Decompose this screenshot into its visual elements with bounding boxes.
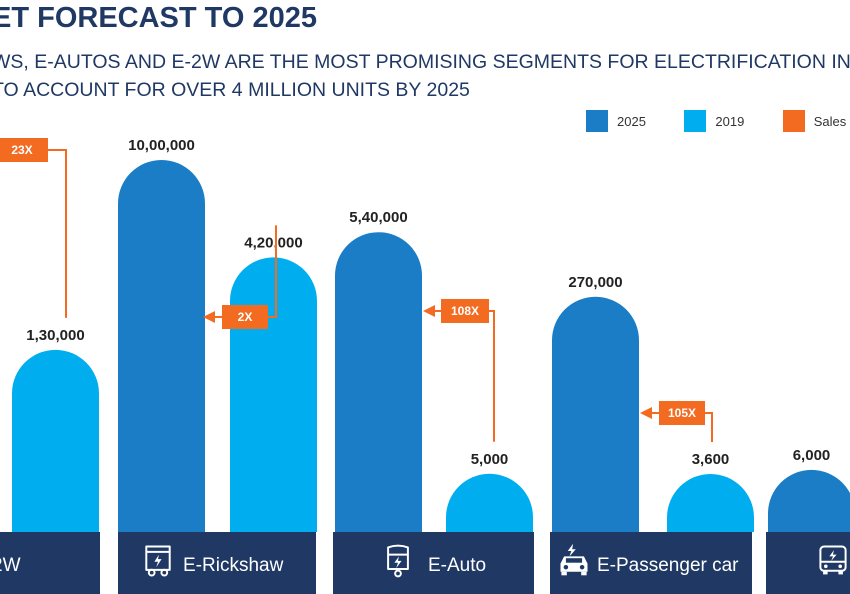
bars-layer: 1,30,000 10,00,000 4,20,000 5,40,000 5,000 27… xyxy=(12,137,850,532)
value-label-2019-1: 1,30,000 xyxy=(26,327,84,344)
value-label-2019-3: 5,000 xyxy=(471,451,509,468)
growth-box-1 xyxy=(0,138,48,162)
legend-item-2019: 2019 xyxy=(684,110,744,132)
growth-layer: 23X 2X 108X 105X xyxy=(0,138,713,442)
category-label-3: E-Auto xyxy=(428,555,486,576)
legend-item-2025: 2025 xyxy=(586,110,646,132)
bar-2019-2 xyxy=(230,257,317,532)
legend-swatch-2025 xyxy=(586,110,608,132)
subtitle-line-2: TO ACCOUNT FOR OVER 4 MILLION UNITS BY 2… xyxy=(0,79,470,101)
legend: 2025 2019 Sales Vo xyxy=(586,110,850,137)
subtitle-line-1: WS, E-AUTOS AND E-2W ARE THE MOST PROMIS… xyxy=(0,51,850,73)
bar-2025-3 xyxy=(335,232,422,532)
bar-2025-5 xyxy=(768,470,850,532)
growth-connector-1 xyxy=(48,149,67,318)
growth-label-1: 23X xyxy=(11,143,32,157)
category-label-4: E-Passenger car xyxy=(597,555,739,576)
category-label-1: 2W xyxy=(0,555,21,576)
growth-connector-3 xyxy=(489,310,495,442)
category-bar-2 xyxy=(118,532,316,594)
category-bar-3 xyxy=(333,532,534,594)
growth-label-3: 108X xyxy=(451,304,479,318)
growth-label-2: 2X xyxy=(238,310,253,324)
value-label-2025-4: 270,000 xyxy=(568,274,622,291)
value-label-2019-4: 3,600 xyxy=(692,451,730,468)
value-label-2025-2: 10,00,000 xyxy=(128,137,195,154)
category-bar-1 xyxy=(0,532,100,594)
legend-label-sales-volume: Sales Vo xyxy=(813,113,850,129)
growth-box-4 xyxy=(659,401,705,425)
chart-subtitle: WS, E-AUTOS AND E-2W ARE THE MOST PROMIS… xyxy=(0,48,850,104)
growth-label-4: 105X xyxy=(668,406,696,420)
legend-swatch-sales-volume xyxy=(782,110,805,132)
bar-2019-3 xyxy=(446,473,533,532)
growth-box-2 xyxy=(222,305,268,329)
category-label-2: E-Rickshaw xyxy=(183,555,284,576)
bar-2025-2 xyxy=(118,159,205,532)
legend-label-2025: 2025 xyxy=(617,113,646,129)
growth-connector-4 xyxy=(705,412,713,442)
category-bar-5 xyxy=(766,532,850,594)
bar-2019-4 xyxy=(667,474,754,532)
growth-box-3 xyxy=(441,299,489,323)
value-label-2025-3: 5,40,000 xyxy=(349,209,407,226)
legend-swatch-2019 xyxy=(684,110,707,132)
chart-title: ET FORECAST TO 2025 xyxy=(0,2,317,34)
growth-connector-2 xyxy=(268,225,277,318)
legend-label-2019: 2019 xyxy=(715,113,745,129)
legend-item-sales-volume: Sales Vo xyxy=(782,110,850,132)
bar-2025-4 xyxy=(552,296,639,532)
value-label-2019-2: 4,20,000 xyxy=(244,234,302,251)
bar-2019-1 xyxy=(12,349,99,532)
value-label-2025-5: 6,000 xyxy=(793,447,831,464)
category-layer: 2W E-Rickshaw E-Auto E-Passenger car xyxy=(0,532,850,594)
